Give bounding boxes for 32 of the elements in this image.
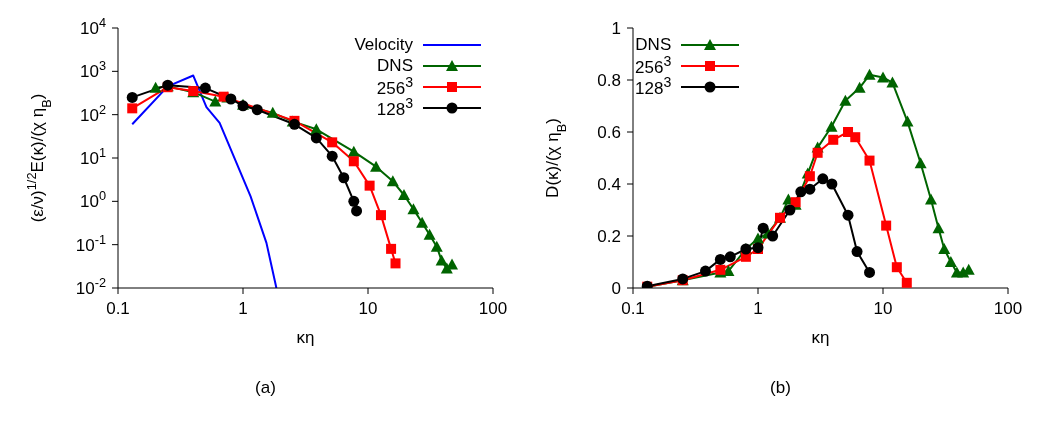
x-tick-label: 0.1 (621, 299, 645, 318)
x-axis-title: κη (811, 328, 830, 347)
x-tick-label: 10 (873, 299, 893, 318)
legend-label: 128$^{3}$ (376, 95, 413, 119)
legend-label: 256$^{3}$ (635, 53, 672, 77)
y-tick-label: 0.4 (597, 175, 621, 194)
x-axis-title: κη (296, 328, 315, 347)
legend-label: DNS (377, 55, 413, 76)
y-tick-label: 10$^{1}$ (79, 144, 106, 168)
y-tick-label: 10$^{3}$ (79, 57, 106, 82)
text: (b) (769, 378, 792, 398)
y-tick-label: 10$^{-1}$ (75, 231, 106, 255)
legend-label: 256$^{3}$ (376, 74, 413, 98)
y-tick-label: 0.8 (597, 71, 621, 90)
x-tick-label: 1 (238, 299, 248, 318)
x-tick-label: 10 (358, 299, 378, 318)
y-tick-label: 0.2 (597, 227, 621, 246)
legend-label: Velocity (354, 34, 413, 55)
x-tick-label: 1 (753, 299, 763, 318)
x-tick-label: 100 (478, 299, 508, 318)
legend-label: DNS (635, 34, 672, 55)
x-tick-label: 100 (993, 299, 1023, 318)
y-tick-label: 0.6 (597, 123, 621, 142)
text: (a) (254, 378, 277, 398)
y-tick-label: 10$^{0}$ (79, 187, 106, 212)
y-tick-label: 1 (611, 19, 621, 38)
y-tick-label: 0 (611, 279, 621, 298)
y-tick-label: 10$^{2}$ (79, 101, 106, 125)
x-tick-label: 0.1 (106, 299, 130, 318)
y-tick-label: 10$^{4}$ (79, 14, 106, 38)
legend-label: 128$^{3}$ (635, 74, 672, 98)
y-tick-label: 10$^{-2}$ (75, 274, 106, 298)
